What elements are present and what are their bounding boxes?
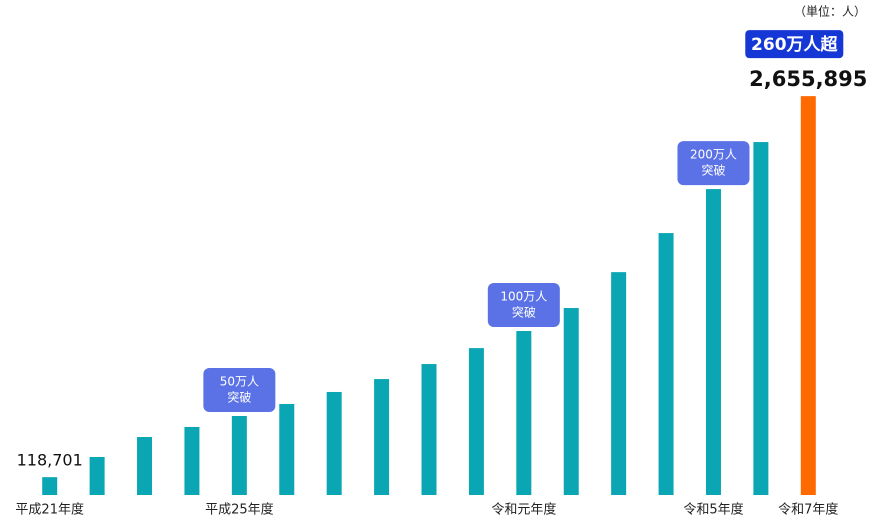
callout-text: 200万人 <box>690 148 737 162</box>
bar <box>421 364 437 495</box>
bar <box>705 189 721 495</box>
bar <box>374 379 390 495</box>
value-label: 118,701 <box>17 451 83 470</box>
bar <box>279 403 295 495</box>
callout-box <box>487 283 560 328</box>
x-tick-label: 令和元年度 <box>491 502 556 518</box>
bar <box>753 142 769 495</box>
bar <box>611 272 627 495</box>
callout-text: 突破 <box>701 163 725 178</box>
callout-text: 突破 <box>512 305 536 320</box>
x-tick-label: 令和7年度 <box>778 502 838 518</box>
bar <box>184 426 200 495</box>
callout-text: 50万人 <box>220 375 259 389</box>
bar <box>137 437 153 495</box>
callout-text: 突破 <box>227 390 251 405</box>
x-tick-label: 令和5年度 <box>683 502 743 518</box>
callout-box <box>745 30 844 59</box>
bar <box>326 391 342 495</box>
bar <box>89 457 105 495</box>
bar <box>468 348 484 495</box>
bar <box>800 96 816 495</box>
bar <box>516 331 532 495</box>
bar <box>658 233 674 495</box>
callout-box <box>677 141 750 186</box>
callout-text: 260万人超 <box>751 34 838 55</box>
bar <box>231 416 247 495</box>
x-tick-label: 平成25年度 <box>205 502 274 518</box>
unit-note: （単位：人） <box>794 4 866 19</box>
callout-text: 100万人 <box>500 290 547 304</box>
bar <box>563 308 579 495</box>
bar <box>42 477 58 495</box>
callout-box <box>203 368 276 413</box>
x-tick-label: 平成21年度 <box>15 502 84 518</box>
value-label: 2,655,895 <box>749 67 867 91</box>
